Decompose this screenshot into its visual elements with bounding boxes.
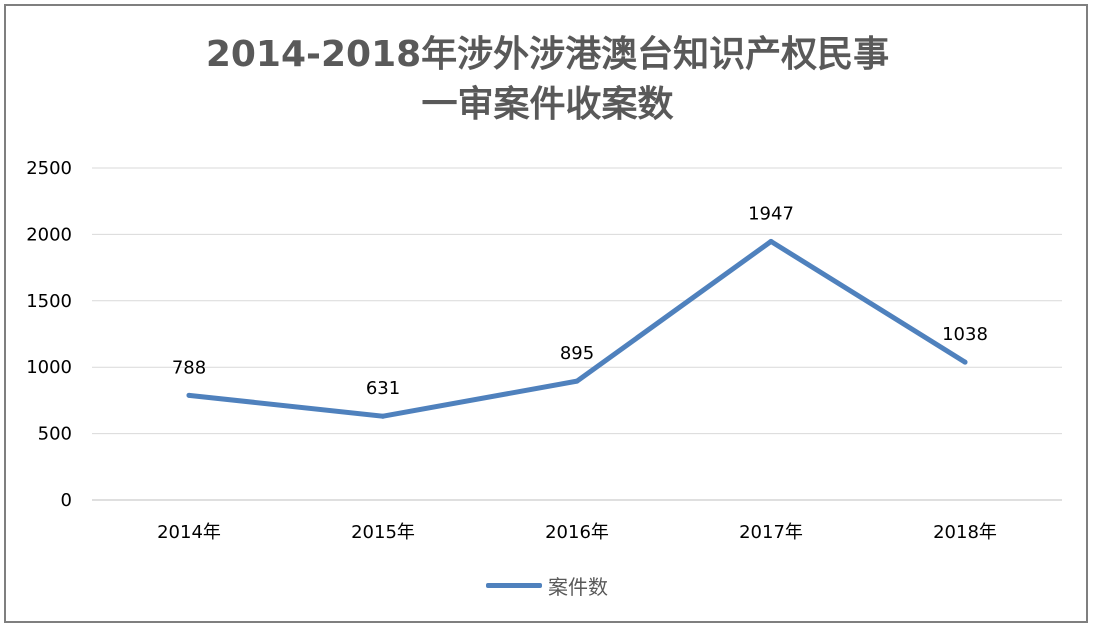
legend-label: 案件数 [548, 574, 608, 599]
y-tick-label: 1500 [26, 291, 72, 312]
y-tick-label: 1000 [26, 357, 72, 378]
chart-frame [4, 4, 1088, 623]
chart-title-line-2: 一审案件收案数 [421, 84, 674, 125]
data-point [380, 413, 386, 419]
data-point [574, 378, 580, 384]
data-point [768, 238, 774, 244]
data-point [186, 392, 192, 398]
data-label: 1038 [942, 324, 988, 345]
data-label: 788 [172, 357, 206, 378]
y-tick-label: 2500 [26, 158, 72, 179]
x-tick-label: 2014年 [157, 522, 221, 543]
y-tick-label: 2000 [26, 224, 72, 245]
series-line [186, 238, 968, 419]
data-label: 631 [366, 378, 400, 399]
data-point [962, 359, 968, 365]
chart-title: 2014-2018年涉外涉港澳台知识产权民事 一审案件收案数 [0, 30, 1095, 130]
y-tick-label: 500 [38, 424, 72, 445]
data-label: 1947 [748, 203, 794, 224]
x-tick-label: 2015年 [351, 522, 415, 543]
legend: 案件数 [486, 570, 608, 600]
x-tick-label: 2016年 [545, 522, 609, 543]
y-tick-label: 0 [61, 490, 72, 511]
legend-swatch [486, 582, 542, 588]
x-tick-label: 2017年 [739, 522, 803, 543]
data-label: 895 [560, 343, 594, 364]
x-tick-label: 2018年 [933, 522, 997, 543]
chart-title-line-1: 2014-2018年涉外涉港澳台知识产权民事 [205, 34, 890, 75]
